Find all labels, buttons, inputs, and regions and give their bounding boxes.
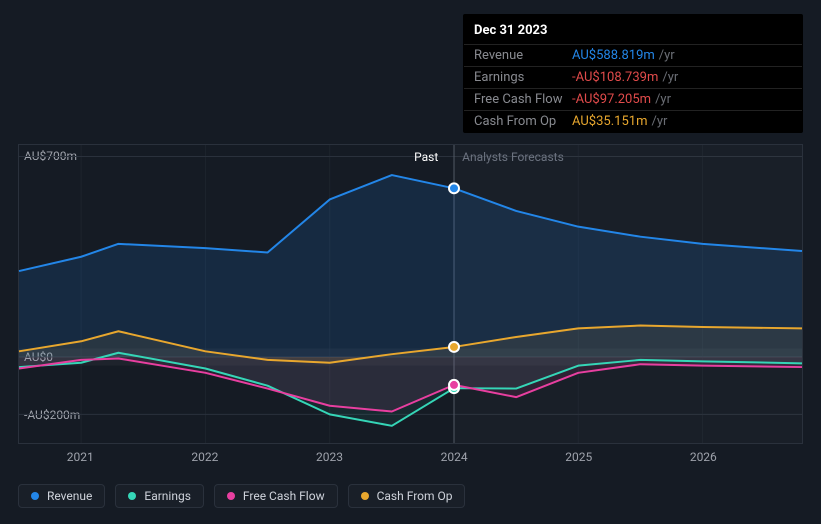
legend-dot-icon	[31, 492, 39, 500]
tooltip-row: RevenueAU$588.819m/yr	[464, 44, 802, 66]
tooltip-row-value: -AU$108.739m	[572, 70, 658, 85]
legend-item-label: Earnings	[144, 489, 191, 503]
legend-dot-icon	[361, 492, 369, 500]
x-axis-label: 2021	[67, 450, 94, 464]
tooltip-row-label: Free Cash Flow	[474, 92, 572, 107]
legend-dot-icon	[128, 492, 136, 500]
tooltip-row-value: AU$35.151m	[572, 114, 647, 129]
plot-area[interactable]	[18, 144, 803, 444]
x-axis-label: 2025	[565, 450, 592, 464]
x-axis-label: 2026	[690, 450, 717, 464]
chart-tooltip: Dec 31 2023 RevenueAU$588.819m/yrEarning…	[463, 14, 803, 133]
legend-dot-icon	[227, 492, 235, 500]
legend-item-cfo[interactable]: Cash From Op	[348, 484, 466, 508]
legend-item-label: Free Cash Flow	[243, 489, 325, 503]
tooltip-row-value: -AU$97.205m	[572, 92, 651, 107]
legend: Revenue Earnings Free Cash Flow Cash From O…	[18, 484, 465, 508]
tooltip-row-unit: /yr	[651, 114, 667, 129]
x-axis-label: 2023	[316, 450, 343, 464]
financial-chart: Dec 31 2023 RevenueAU$588.819m/yrEarning…	[0, 0, 821, 524]
tooltip-row-value: AU$588.819m	[572, 48, 655, 63]
legend-item-label: Cash From Op	[377, 489, 453, 503]
tooltip-row-unit: /yr	[662, 70, 678, 85]
legend-item-fcf[interactable]: Free Cash Flow	[214, 484, 338, 508]
tooltip-date: Dec 31 2023	[464, 15, 802, 44]
tooltip-row-unit: /yr	[659, 48, 675, 63]
tooltip-row-unit: /yr	[655, 92, 671, 107]
tooltip-row-label: Earnings	[474, 70, 572, 85]
legend-item-label: Revenue	[47, 489, 92, 503]
section-label-past: Past	[414, 150, 438, 164]
tooltip-row: Cash From OpAU$35.151m/yr	[464, 110, 802, 132]
section-label-forecast: Analysts Forecasts	[462, 150, 564, 164]
x-axis-label: 2024	[441, 450, 468, 464]
x-axis-label: 2022	[191, 450, 218, 464]
tooltip-row-label: Revenue	[474, 48, 572, 63]
tooltip-row-label: Cash From Op	[474, 114, 572, 129]
tooltip-row: Free Cash Flow-AU$97.205m/yr	[464, 88, 802, 110]
legend-item-revenue[interactable]: Revenue	[18, 484, 105, 508]
tooltip-row: Earnings-AU$108.739m/yr	[464, 66, 802, 88]
legend-item-earnings[interactable]: Earnings	[115, 484, 204, 508]
